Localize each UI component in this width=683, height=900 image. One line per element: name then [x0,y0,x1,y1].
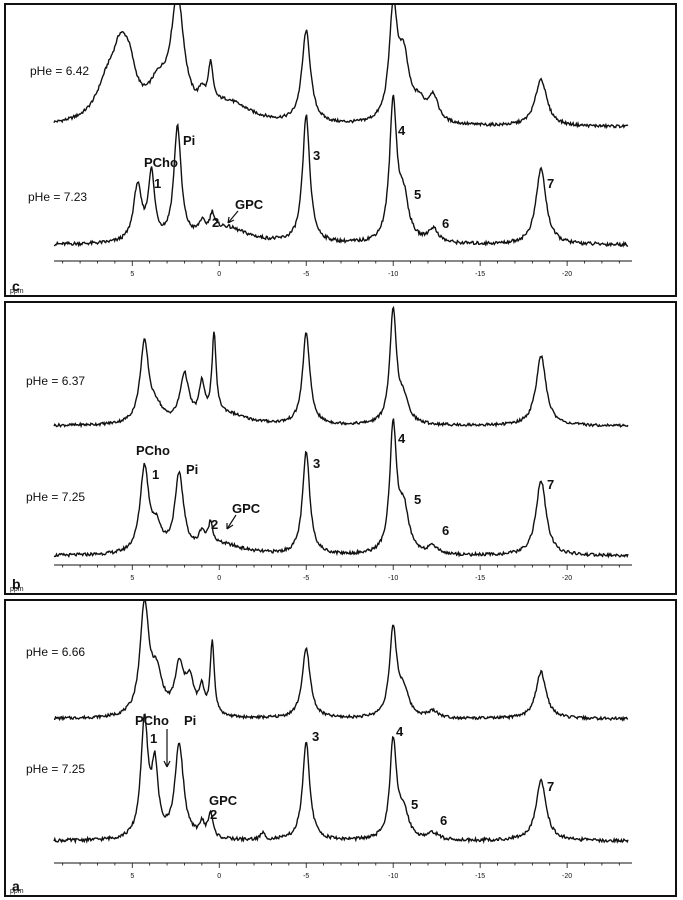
panel-a: 5 0 -5 -10 -15 -20 ppm pHe = 6.66 pHe = 7.25 … [4,599,677,897]
axis-tick-label: 0 [217,575,221,582]
spectrum-upper-label: pHe = 6.42 [30,64,89,78]
spectrum-upper [53,305,629,429]
spectrum-upper [53,5,629,129]
spectrum-lower-label: pHe = 7.25 [26,490,85,504]
spectrum-upper-label: pHe = 6.37 [26,374,85,388]
peak-label-gpc: GPC [235,197,264,212]
peak-label-7: 7 [547,779,554,794]
panel-letter: b [12,576,21,592]
panel-c: 5 0 -5 -10 -15 -20 ppm pHe = 6.42 pHe = 7.23 … [4,3,677,297]
peak-label-3: 3 [313,148,320,163]
peak-label-pi: Pi [183,133,195,148]
axis-tick-label: 0 [217,873,221,880]
peak-label-6: 6 [442,523,449,538]
axis-tick-label: -20 [562,575,572,582]
peak-label-pcho: PCho [136,443,170,458]
peak-label-gpc: GPC [232,501,261,516]
axis-tick-label: -15 [475,873,485,880]
axis-tick-label: -5 [303,873,309,880]
axis-tick-label: -15 [475,271,485,278]
panel-a-plot: 5 0 -5 -10 -15 -20 ppm pHe = 6.66 pHe = 7.25 … [10,601,632,895]
peak-label-3: 3 [312,729,319,744]
axis-tick-label: -20 [562,873,572,880]
peak-label-7: 7 [547,477,554,492]
peak-label-4: 4 [396,724,404,739]
axis-tick-label: 0 [217,271,221,278]
peak-label-pcho: PCho [135,713,169,728]
peak-label-5: 5 [411,797,418,812]
panel-b-plot: 5 0 -5 -10 -15 -20 ppm pHe = 6.37 pHe = 7.25 … [10,305,632,593]
panel-letter: a [12,878,20,894]
peak-label-6: 6 [442,216,449,231]
peak-label-1: 1 [152,467,159,482]
gpc-arrow [227,210,239,224]
panel-c-plot: 5 0 -5 -10 -15 -20 ppm pHe = 6.42 pHe = 7.23 … [10,5,632,295]
peak-label-5: 5 [414,187,421,202]
peak-label-pi: Pi [184,713,196,728]
x-axis-ticks: 5 0 -5 -10 -15 -20 [62,565,620,582]
axis-tick-label: -10 [388,873,398,880]
axis-tick-label: 5 [130,271,134,278]
peak-label-2: 2 [212,215,219,230]
axis-tick-label: -5 [303,271,309,278]
axis-tick-label: -10 [388,575,398,582]
axis-tick-label: -20 [562,271,572,278]
panel-b: 5 0 -5 -10 -15 -20 ppm pHe = 6.37 pHe = 7.25 … [4,301,677,595]
peak-label-3: 3 [313,456,320,471]
panel-letter: c [12,278,20,294]
peak-label-7: 7 [547,176,554,191]
pcho-arrow [163,729,171,768]
peak-label-2: 2 [211,517,218,532]
spectrum-lower-label: pHe = 7.23 [28,190,87,204]
spectrum-lower [53,94,629,248]
peak-label-pi: Pi [186,462,198,477]
axis-tick-label: 5 [130,873,134,880]
axis-tick-label: -5 [303,575,309,582]
axis-unit-label: ppm [10,288,24,295]
spectrum-lower [53,713,629,845]
peak-label-4: 4 [398,431,406,446]
axis-unit-label: ppm [10,586,24,593]
spectrum-upper-label: pHe = 6.66 [26,645,85,659]
gpc-arrow [226,514,237,530]
spectrum-upper [54,601,629,722]
peak-label-5: 5 [414,492,421,507]
peak-label-pcho: PCho [144,155,178,170]
axis-tick-label: -10 [388,271,398,278]
peak-label-1: 1 [154,176,161,191]
peak-label-6: 6 [440,813,447,828]
peak-label-2: 2 [210,807,217,822]
spectrum-lower [53,418,629,559]
peak-label-1: 1 [150,731,157,746]
x-axis-ticks: 5 0 -5 -10 -15 -20 [62,261,620,278]
peak-label-gpc: GPC [209,793,238,808]
axis-unit-label: ppm [10,888,24,895]
peak-label-4: 4 [398,123,406,138]
axis-tick-label: -15 [475,575,485,582]
axis-tick-label: 5 [130,575,134,582]
x-axis-ticks: 5 0 -5 -10 -15 -20 [62,863,620,880]
spectrum-lower-label: pHe = 7.25 [26,762,85,776]
